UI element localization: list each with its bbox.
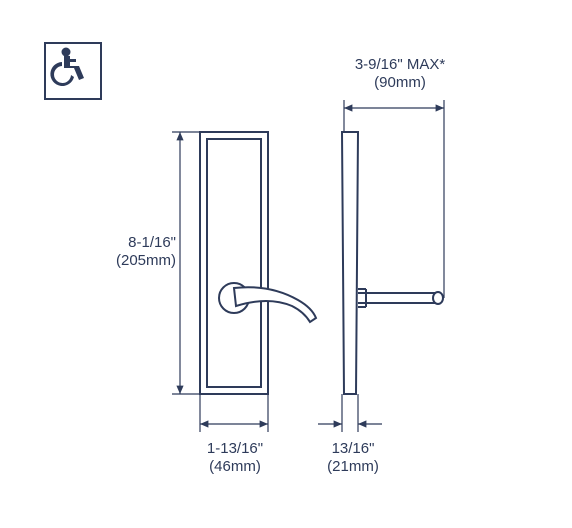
dim-height: 8-1/16" (205mm): [96, 234, 176, 270]
dim-proj-metric: (90mm): [374, 74, 426, 91]
dim-height-metric: (205mm): [116, 252, 176, 269]
dim-projection: 3-9/16" MAX* (90mm): [330, 56, 470, 92]
dim-platew-metric: (46mm): [209, 458, 261, 475]
dim-height-imperial: 8-1/16": [128, 234, 176, 251]
dim-side-width: 13/16" (21mm): [318, 440, 388, 476]
technical-drawing-svg: [0, 0, 572, 528]
dim-platew-imperial: 1-13/16": [207, 440, 263, 457]
dim-sidew-imperial: 13/16": [332, 440, 375, 457]
dim-plate-width: 1-13/16" (46mm): [192, 440, 278, 476]
dimension-diagram: 8-1/16" (205mm) 1-13/16" (46mm) 13/16" (…: [0, 0, 572, 528]
dim-proj-imperial: 3-9/16" MAX*: [355, 56, 445, 73]
dim-sidew-metric: (21mm): [327, 458, 379, 475]
